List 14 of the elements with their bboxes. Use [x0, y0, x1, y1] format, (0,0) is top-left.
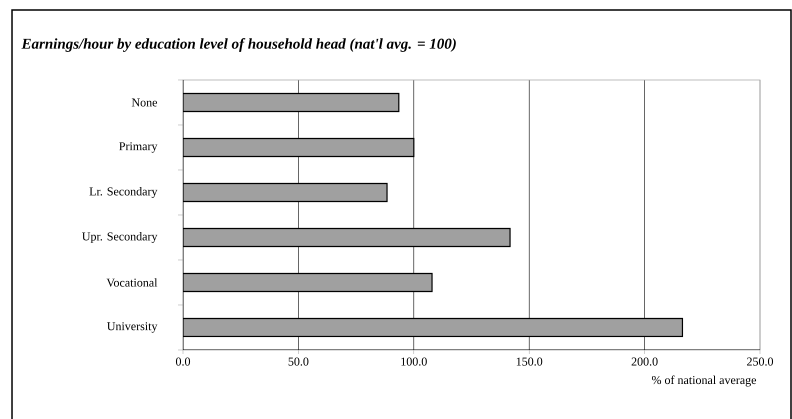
x-tick-label: 100.0 — [401, 358, 427, 366]
x-tick-label: 150.0 — [516, 358, 542, 366]
y-tick-label: None — [132, 98, 158, 106]
x-tick-label: 200.0 — [632, 358, 658, 366]
x-tick-label: 250.0 — [747, 358, 774, 366]
y-tick-label: Upr. Secondary — [82, 232, 158, 243]
x-tick-label: 0.0 — [176, 358, 190, 366]
x-axis-title: % of national average — [652, 376, 756, 387]
y-tick-label: Vocational — [106, 278, 158, 287]
y-tick-label: Primary — [119, 142, 158, 153]
chart-title: Earnings/hour by education level of household head (nat'l avg. = 100) — [21, 38, 456, 52]
y-tick-label: Lr. Secondary — [90, 187, 158, 198]
x-tick-label: 50.0 — [288, 358, 308, 366]
y-tick-label: University — [107, 322, 158, 333]
